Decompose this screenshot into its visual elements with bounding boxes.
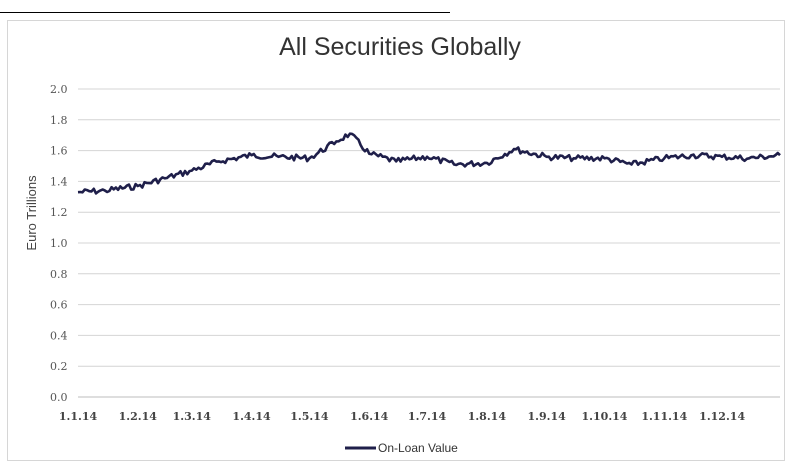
legend: On-Loan Value (345, 441, 458, 455)
y-tick-label: 0.6 (50, 299, 68, 312)
y-tick-label: 0.8 (50, 268, 68, 281)
y-tick-label: 1.4 (50, 175, 68, 188)
top-rule (0, 12, 450, 13)
x-tick-label: 1.10.14 (582, 410, 628, 423)
series-layer (77, 132, 781, 195)
x-tick-label: 1.9.14 (528, 410, 567, 423)
y-tick-label: 0.2 (50, 360, 68, 373)
y-tick-label: 0.0 (50, 391, 68, 404)
x-tick-label: 1.12.14 (699, 410, 745, 423)
x-tick-label: 1.3.14 (173, 410, 212, 423)
x-tick-label: 1.6.14 (350, 410, 389, 423)
legend-label: On-Loan Value (378, 441, 458, 455)
x-tick-label: 1.4.14 (232, 410, 271, 423)
series-line-on-loan-value (77, 132, 781, 195)
x-tick-label: 1.8.14 (468, 410, 507, 423)
y-axis-label: Euro Trillions (24, 175, 39, 251)
y-tick-label: 1.8 (50, 114, 68, 127)
y-tick-label: 0.4 (50, 329, 68, 342)
x-tick-label: 1.2.14 (119, 410, 158, 423)
y-tick-labels: 0.0 0.2 0.4 0.6 0.8 1.0 1.2 1.4 1.6 1.8 2.0 (50, 83, 68, 404)
chart-panel (7, 20, 785, 461)
x-tick-label: 1.5.14 (290, 410, 329, 423)
x-tick-labels: 1.1.14 1.2.14 1.3.14 1.4.14 1.5.14 1.6.14 1.7.… (59, 410, 746, 423)
x-tick-label: 1.11.14 (641, 410, 687, 423)
y-tick-label: 1.2 (50, 206, 68, 219)
y-tick-label: 2.0 (50, 83, 68, 96)
grid-layer (78, 88, 780, 398)
chart-title: All Securities Globally (279, 33, 521, 61)
x-tick-label: 1.1.14 (59, 410, 98, 423)
x-tick-label: 1.7.14 (408, 410, 447, 423)
y-tick-label: 1.6 (50, 145, 68, 158)
y-tick-label: 1.0 (50, 237, 68, 250)
